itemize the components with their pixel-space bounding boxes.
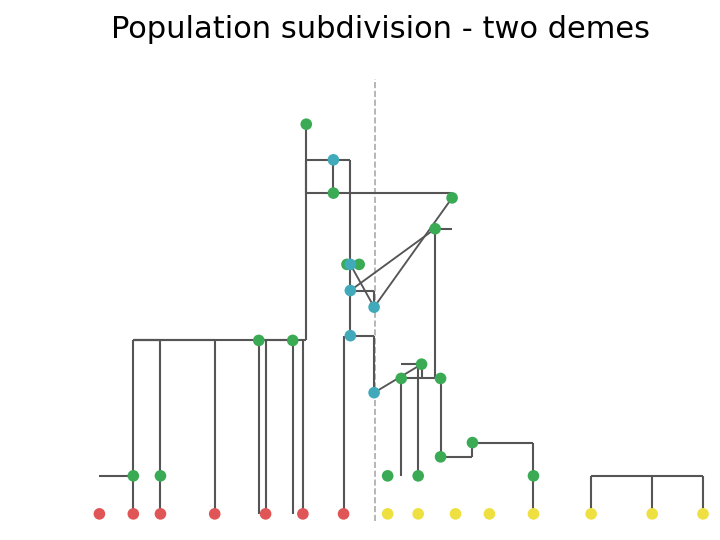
Point xyxy=(300,120,312,129)
Point xyxy=(127,510,139,518)
Point xyxy=(328,189,339,198)
Point xyxy=(354,260,365,269)
Point xyxy=(435,453,446,461)
Point xyxy=(413,510,424,518)
Point xyxy=(287,336,299,345)
Point xyxy=(328,156,339,164)
Point xyxy=(416,360,428,368)
Point xyxy=(369,303,380,312)
Point xyxy=(127,471,139,480)
Text: Structured populations: Structured populations xyxy=(12,153,30,387)
Point xyxy=(429,225,441,233)
Point xyxy=(528,510,539,518)
Point xyxy=(413,471,424,480)
Text: Population subdivision - two demes: Population subdivision - two demes xyxy=(112,15,650,44)
Point xyxy=(395,374,407,383)
Point xyxy=(484,510,495,518)
Point xyxy=(260,510,271,518)
Point xyxy=(382,510,393,518)
Point xyxy=(345,286,356,295)
Point xyxy=(209,510,220,518)
Point xyxy=(345,260,356,269)
Point xyxy=(94,510,105,518)
Point xyxy=(341,260,353,269)
Point xyxy=(338,510,349,518)
Point xyxy=(253,336,264,345)
Point xyxy=(467,438,478,447)
Point xyxy=(528,471,539,480)
Point xyxy=(697,510,708,518)
Point xyxy=(446,193,458,202)
Point xyxy=(155,510,166,518)
Point xyxy=(450,510,462,518)
Point xyxy=(155,471,166,480)
Point xyxy=(647,510,658,518)
Point xyxy=(345,332,356,340)
Point xyxy=(297,510,309,518)
Point xyxy=(382,471,393,480)
Point xyxy=(369,388,380,397)
Point xyxy=(585,510,597,518)
Point xyxy=(435,374,446,383)
